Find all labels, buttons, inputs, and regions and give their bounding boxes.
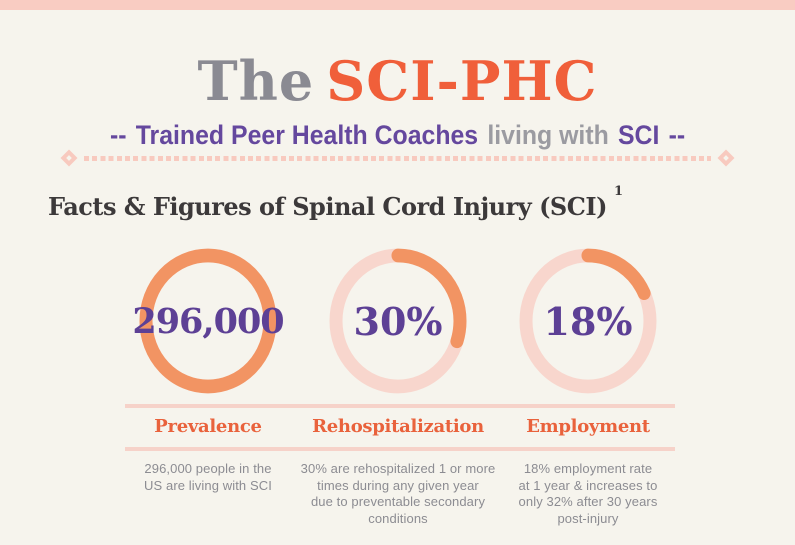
subtitle-dash-left: -- <box>109 120 127 150</box>
diamond-icon <box>60 149 78 167</box>
section-heading: Facts & Figures of Spinal Cord Injury (S… <box>48 184 623 221</box>
stat-value: 30% <box>353 298 443 344</box>
donut-charts-row: 296,000 30% 18% <box>113 246 683 396</box>
donut-chart-rehospitalization: 30% <box>327 246 469 396</box>
section-heading-text: Facts & Figures of Spinal Cord Injury (S… <box>48 192 607 221</box>
stat-description-prevalence: 296,000 people in the US are living with… <box>144 461 272 493</box>
divider-line-bottom <box>125 447 675 451</box>
stat-label-employment: Employment <box>526 416 650 437</box>
donut-ring <box>329 248 467 394</box>
dotted-line <box>84 156 711 161</box>
page-title: The SCI-PHC <box>0 50 795 112</box>
title-prefix: The <box>197 49 315 113</box>
top-border-bar <box>0 0 795 10</box>
subtitle: -- Trained Peer Health Coaches living with… <box>0 119 795 151</box>
divider-line-top <box>125 404 675 408</box>
donut-chart-prevalence: 296,000 <box>132 246 285 396</box>
subtitle-living-text: living with <box>487 120 609 150</box>
stat-descriptions-row: 296,000 people in the US are living with… <box>113 461 683 527</box>
subtitle-dash-right: -- <box>668 120 686 150</box>
footnote-reference: 1 <box>613 184 623 199</box>
subtitle-coaches-text: Trained Peer Health Coaches <box>135 120 479 150</box>
stat-employment: 18% <box>493 246 683 396</box>
donut-ring <box>139 248 277 394</box>
stat-rehospitalization: 30% <box>303 246 493 396</box>
donut-chart-employment: 18% <box>517 246 659 396</box>
subtitle-text: -- Trained Peer Health Coaches living with… <box>105 119 689 151</box>
stat-description-employment: 18% employment rate at 1 year & increase… <box>518 461 658 526</box>
stat-value: 296,000 <box>132 300 284 342</box>
stat-labels-row: Prevalence Rehospitalization Employment <box>113 413 683 441</box>
stat-label-rehospitalization: Rehospitalization <box>312 416 484 437</box>
subtitle-sci-text: SCI <box>617 120 660 150</box>
stat-prevalence: 296,000 <box>113 246 303 396</box>
title-main: SCI-PHC <box>326 49 598 113</box>
stat-description-rehospitalization: 30% are rehospitalized 1 or more times d… <box>300 461 496 526</box>
stat-label-prevalence: Prevalence <box>154 416 262 437</box>
dotted-separator <box>60 149 735 167</box>
donut-ring <box>519 248 657 394</box>
diamond-icon <box>717 149 735 167</box>
stat-value: 18% <box>543 298 633 344</box>
